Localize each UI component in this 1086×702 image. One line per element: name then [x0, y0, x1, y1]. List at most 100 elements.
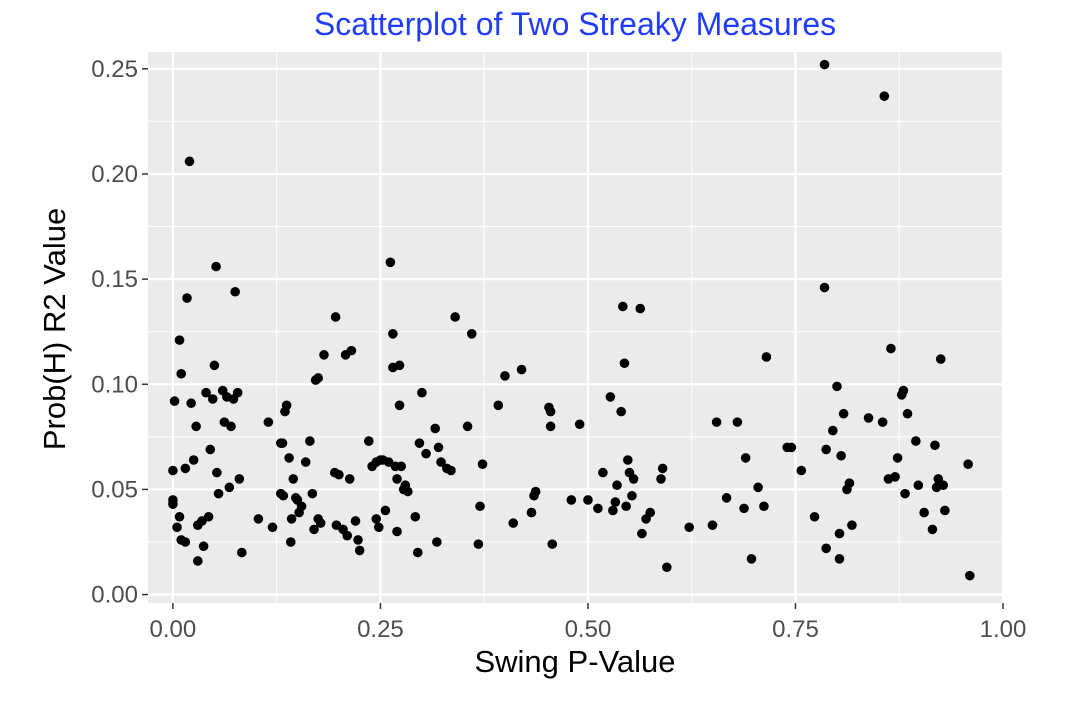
data-point — [396, 461, 406, 472]
data-point — [436, 457, 446, 467]
data-point — [508, 518, 519, 528]
data-point — [198, 541, 209, 552]
data-point — [844, 478, 855, 488]
data-point — [919, 507, 929, 518]
data-point — [334, 469, 344, 480]
data-point — [927, 524, 938, 535]
data-point — [462, 421, 473, 432]
data-point — [863, 413, 874, 423]
data-point — [732, 417, 743, 427]
data-point — [635, 303, 646, 314]
data-point — [500, 371, 510, 381]
data-point — [964, 570, 975, 581]
data-point — [414, 438, 425, 448]
data-point — [809, 511, 820, 522]
data-point — [902, 408, 913, 419]
data-point — [821, 444, 831, 455]
data-point — [877, 417, 888, 427]
data-point — [832, 381, 842, 392]
data-point — [394, 360, 405, 371]
data-point — [796, 465, 807, 476]
data-point — [300, 457, 311, 467]
data-point — [963, 459, 973, 469]
data-point — [305, 436, 315, 446]
x-tick-label: 0.75 — [772, 616, 819, 643]
data-point — [315, 518, 326, 528]
data-point — [353, 535, 363, 545]
data-point — [913, 480, 924, 491]
data-point — [545, 421, 556, 432]
data-point — [593, 503, 603, 514]
data-point — [598, 467, 608, 478]
y-tick-label: 0.05 — [91, 476, 138, 503]
data-point — [209, 360, 220, 371]
data-point — [380, 505, 391, 516]
data-point — [516, 364, 527, 375]
data-point — [879, 91, 890, 101]
y-axis-title: Prob(H) R2 Value — [37, 208, 72, 450]
data-point — [174, 511, 185, 522]
data-point — [711, 417, 722, 427]
data-point — [493, 400, 504, 411]
data-point — [566, 495, 577, 505]
data-point — [417, 387, 427, 398]
data-point — [477, 459, 488, 469]
data-point — [656, 474, 666, 484]
y-tick-label: 0.10 — [91, 371, 138, 398]
data-point — [184, 156, 195, 167]
data-point — [278, 490, 289, 501]
data-point — [224, 482, 235, 493]
data-point — [230, 286, 240, 297]
data-point — [211, 261, 221, 272]
data-point — [753, 482, 763, 493]
grid-major — [148, 52, 1005, 603]
data-point — [432, 537, 442, 547]
data-point — [313, 373, 323, 383]
data-point — [892, 453, 903, 463]
data-point — [371, 514, 382, 524]
data-point — [900, 488, 910, 499]
data-point — [168, 465, 178, 476]
data-point — [176, 368, 187, 379]
data-point — [281, 400, 292, 411]
data-point — [344, 474, 355, 484]
data-point — [930, 440, 940, 451]
plot-panel — [148, 52, 1003, 603]
data-point — [350, 516, 361, 526]
data-point — [309, 524, 319, 535]
data-point — [819, 59, 830, 70]
data-point — [628, 474, 639, 484]
data-point — [886, 343, 896, 354]
data-point — [169, 396, 180, 406]
data-point — [721, 493, 732, 503]
y-tick-label: 0.25 — [91, 56, 138, 83]
data-point — [392, 526, 402, 537]
data-point — [237, 547, 247, 558]
data-point — [226, 421, 236, 432]
data-point — [834, 554, 845, 564]
data-point — [342, 530, 353, 541]
data-point — [286, 514, 297, 524]
data-point — [232, 387, 243, 398]
data-point — [346, 345, 357, 356]
data-point — [637, 528, 647, 539]
data-point — [898, 385, 909, 396]
data-point — [364, 436, 374, 446]
x-axis-title: Swing P-Value — [474, 644, 675, 679]
data-point — [739, 503, 749, 514]
x-axis: 0.00 0.25 0.50 0.75 1.00 — [150, 603, 1026, 643]
data-point — [450, 312, 460, 322]
chart-title: Scatterplot of Two Streaky Measures — [314, 6, 836, 42]
data-point — [296, 501, 307, 512]
data-point — [430, 423, 441, 434]
points-layer — [168, 59, 975, 581]
data-point — [212, 467, 222, 478]
data-point — [193, 556, 203, 566]
data-point — [618, 301, 628, 312]
data-point — [203, 511, 214, 522]
data-point — [838, 408, 849, 419]
x-tick-label: 0.50 — [565, 616, 612, 643]
data-point — [746, 554, 757, 564]
data-point — [834, 528, 845, 539]
data-point — [392, 474, 402, 484]
